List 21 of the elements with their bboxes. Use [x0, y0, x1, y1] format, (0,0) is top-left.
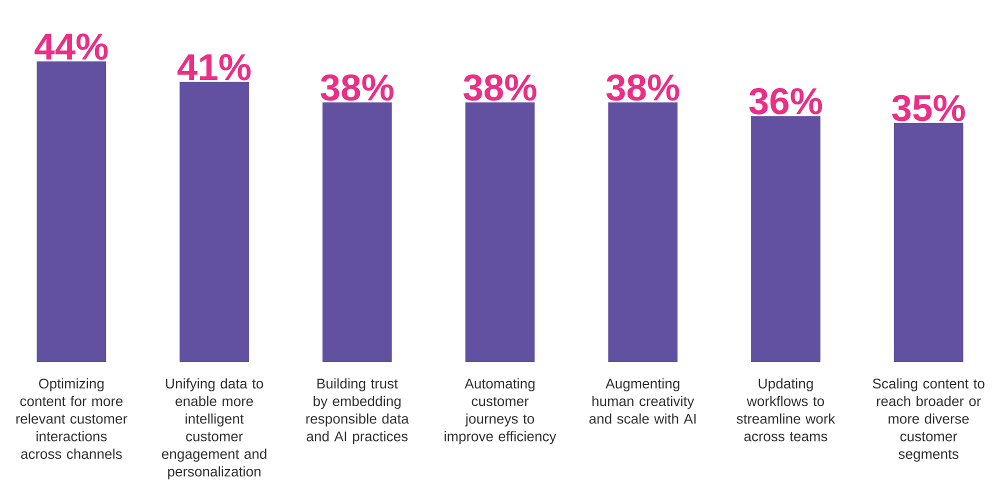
bar	[180, 82, 249, 362]
data-label: 44%	[34, 34, 108, 60]
x-tick-label: Building trust by embedding responsible data and AI practices	[306, 378, 409, 444]
x-tick-label: Updating workflows to streamline work across teams	[736, 378, 836, 442]
bar	[465, 102, 535, 362]
data-label: 38%	[606, 74, 680, 101]
x-tick-label: Augmenting human creativity and scale with AI	[589, 378, 696, 424]
data-label: 38%	[464, 74, 536, 101]
x-tick-label: Scaling content to reach broader or more diverse customer segments	[872, 378, 984, 462]
bar	[751, 116, 820, 362]
data-label: 38%	[320, 74, 394, 101]
x-tick-label: Automating customer journeys to improve efficiency	[444, 378, 556, 444]
data-label: 35%	[892, 94, 965, 122]
x-tick-label: Unifying data to enable more intelligent customer engagement and personalization	[162, 378, 266, 480]
data-label: 36%	[749, 88, 822, 114]
bar	[894, 122, 964, 362]
x-tick-label: Optimizing content for more relevant customer interactions across channels	[16, 378, 128, 459]
bar	[36, 61, 106, 362]
bar	[608, 102, 678, 362]
data-label: 41%	[177, 54, 251, 80]
bar	[322, 102, 392, 362]
